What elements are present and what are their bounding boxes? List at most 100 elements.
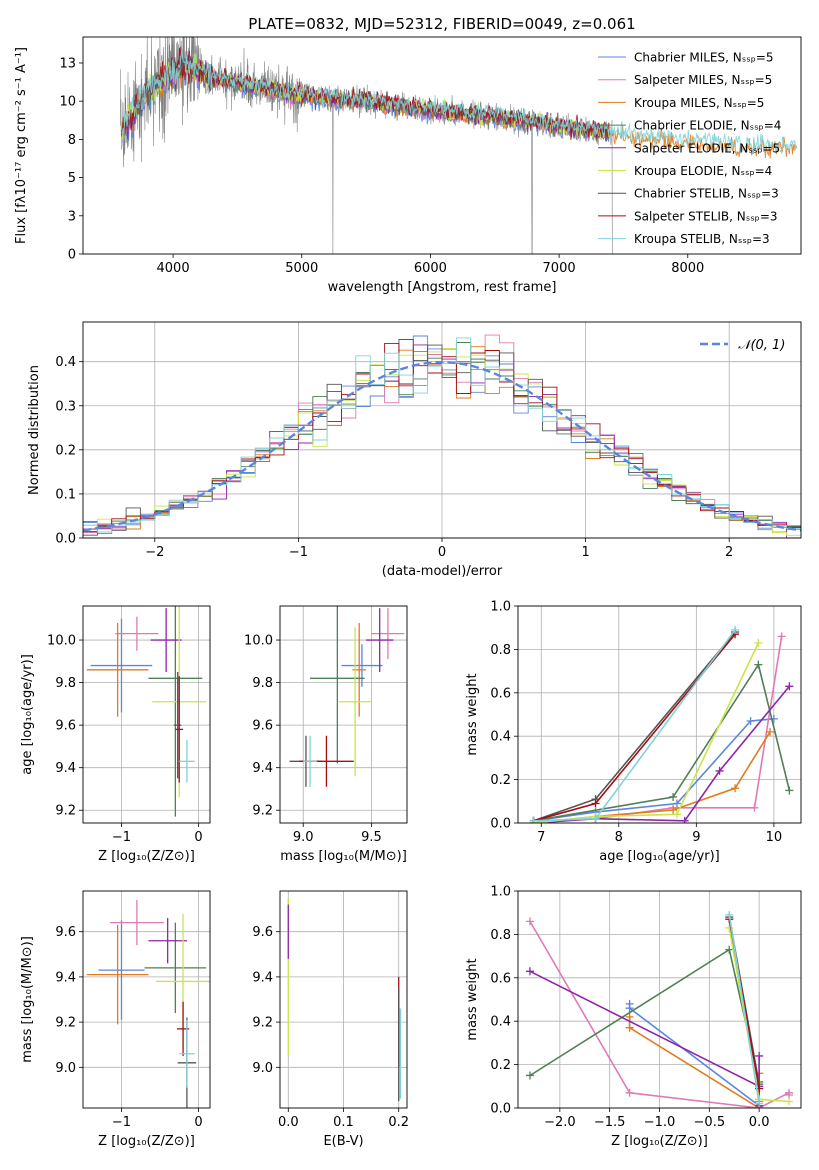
y-tick-label: 0.6 bbox=[490, 971, 511, 986]
legend-entry: 𝒩(0, 1) bbox=[738, 338, 785, 353]
y-tick-label: 5 bbox=[68, 171, 76, 186]
mass-weight-marker bbox=[591, 799, 600, 808]
y-tick-label: 0.1 bbox=[55, 487, 76, 502]
panel-spectrum: 4000 5000 6000 7000 8000 0 3 5 8 10 13 wavelength [… bbox=[14, 15, 802, 295]
y-tick-label: 0.2 bbox=[490, 1058, 511, 1073]
mass-weight-marker bbox=[754, 660, 763, 669]
y-tick-label: 8 bbox=[68, 133, 76, 148]
marks bbox=[86, 606, 207, 817]
x-axis-label: wavelength [Angstrom, rest frame] bbox=[328, 280, 557, 295]
y-tick-label: 9.2 bbox=[55, 804, 76, 819]
mass-weight-marker bbox=[625, 1004, 634, 1013]
y-tick-label: 0.0 bbox=[490, 817, 511, 832]
mass-weight-line bbox=[529, 970, 760, 1106]
x-tick-label: 0 bbox=[438, 545, 446, 560]
y-tick-label: 0.2 bbox=[55, 443, 76, 458]
mass-weight-line bbox=[533, 731, 771, 823]
x-axis-label: Z [log₁₀(Z/Z⊙)] bbox=[98, 849, 195, 864]
x-axis-label: mass [log₁₀(M/M⊙)] bbox=[280, 849, 407, 864]
observed-spectrum-line bbox=[120, 37, 613, 254]
x-tick-label: 9.0 bbox=[293, 830, 314, 845]
y-tick-label: 9.2 bbox=[252, 804, 273, 819]
y-tick-label: 9.4 bbox=[55, 761, 76, 776]
mass-weight-marker bbox=[715, 766, 724, 775]
legend-entry: Salpeter MILES, Nₛₛₚ=5 bbox=[634, 73, 772, 87]
y-tick-label: 0.2 bbox=[490, 773, 511, 788]
y-tick-label: 9.2 bbox=[252, 1016, 273, 1031]
mass-weight-line bbox=[529, 948, 760, 1083]
mass-weight-marker bbox=[529, 816, 538, 823]
y-axis-label: mass [log₁₀(M/M⊙)] bbox=[20, 936, 35, 1063]
legend-entry: Kroupa ELODIE, Nₛₛₚ=4 bbox=[634, 164, 772, 178]
x-tick-label: 8000 bbox=[671, 261, 704, 276]
marks bbox=[86, 900, 210, 1108]
mass-weight-marker bbox=[731, 625, 740, 634]
panel-residuals: −2 −1 0 1 2 0.0 0.1 0.2 0.3 0.4 (data-model)/error… bbox=[27, 321, 802, 579]
x-axis-label: (data-model)/error bbox=[382, 564, 503, 579]
chart-title: PLATE=0832, MJD=52312, FIBERID=0049, z=0… bbox=[248, 15, 635, 33]
y-tick-label: 0.8 bbox=[490, 928, 511, 943]
legend-entry: Kroupa STELIB, Nₛₛₚ=3 bbox=[634, 232, 770, 246]
marks bbox=[525, 910, 794, 1108]
mass-weight-marker bbox=[680, 816, 689, 823]
x-tick-label: 0.2 bbox=[388, 1115, 409, 1130]
x-axis-label: age [log₁₀(age/yr)] bbox=[599, 849, 720, 864]
legend-entry: Chabrier ELODIE, Nₛₛₚ=4 bbox=[634, 119, 781, 133]
legend: Chabrier MILES, Nₛₛₚ=5 Salpeter MILES, Nₛ… bbox=[598, 51, 781, 246]
mass-weight-marker bbox=[785, 682, 794, 691]
panel-age-vs-mass: 9.0 9.5 9.2 9.4 9.6 9.8 10.0 mass [log₁₀(M/M⊙)] bbox=[244, 605, 408, 864]
mass-weight-marker bbox=[525, 917, 534, 926]
x-tick-label: −0.5 bbox=[694, 1115, 726, 1130]
plot-area bbox=[280, 891, 407, 1108]
y-tick-label: 9.4 bbox=[252, 970, 273, 985]
mass-weight-line bbox=[628, 1003, 760, 1108]
y-tick-label: 9.2 bbox=[55, 1016, 76, 1031]
model-spectrum-line bbox=[121, 48, 798, 155]
plot-area bbox=[518, 605, 801, 824]
panel-age-vs-Z: −1 0 9.2 9.4 9.6 9.8 10.0 Z [log₁₀(Z/Z⊙)] age [l… bbox=[20, 605, 211, 864]
mass-weight-marker bbox=[625, 1088, 634, 1097]
axes-frame bbox=[517, 890, 802, 1109]
y-tick-label: 9.4 bbox=[252, 761, 273, 776]
marks bbox=[529, 625, 794, 823]
y-tick-label: 0.8 bbox=[490, 643, 511, 658]
axes-frame bbox=[517, 605, 802, 824]
y-axis-label: mass weight bbox=[465, 958, 480, 1040]
mass-weight-marker bbox=[746, 717, 755, 726]
mass-weight-marker bbox=[785, 786, 794, 795]
x-tick-label: 0 bbox=[194, 830, 202, 845]
marks bbox=[287, 897, 402, 1102]
y-tick-label: 9.8 bbox=[55, 676, 76, 691]
legend: 𝒩(0, 1) bbox=[700, 338, 785, 353]
x-tick-label: −1.0 bbox=[644, 1115, 676, 1130]
x-tick-label: 6000 bbox=[414, 261, 447, 276]
mass-weight-line bbox=[533, 642, 760, 823]
legend-entry: Chabrier MILES, Nₛₛₚ=5 bbox=[634, 51, 774, 65]
y-tick-label: 0.4 bbox=[55, 355, 76, 370]
x-tick-label: 5000 bbox=[285, 261, 318, 276]
legend-entry: Salpeter ELODIE, Nₛₛₚ=5 bbox=[634, 141, 780, 155]
y-tick-label: 0 bbox=[68, 248, 76, 263]
y-tick-label: 0.0 bbox=[55, 532, 76, 547]
x-tick-label: 1 bbox=[581, 545, 589, 560]
x-tick-label: 0.0 bbox=[278, 1115, 299, 1130]
mass-weight-marker bbox=[785, 1097, 794, 1106]
y-tick-label: 9.8 bbox=[252, 676, 273, 691]
mass-weight-marker bbox=[755, 1099, 764, 1108]
y-tick-label: 10 bbox=[59, 95, 76, 110]
axes-frame bbox=[82, 890, 211, 1109]
y-axis-label: Normed distribution bbox=[27, 365, 42, 495]
mass-weight-marker bbox=[777, 632, 786, 641]
y-tick-label: 9.0 bbox=[252, 1061, 273, 1076]
y-tick-label: 9.6 bbox=[252, 719, 273, 734]
panel-mass-weight-vs-age: 7 8 9 10 0.0 0.2 0.4 0.6 0.8 1.0 age [log₁₀(age/yr… bbox=[465, 600, 802, 864]
mass-weight-line bbox=[533, 662, 791, 822]
mass-weight-line bbox=[533, 636, 783, 823]
mass-weight-marker bbox=[672, 799, 681, 808]
marks bbox=[83, 334, 801, 538]
mass-weight-marker bbox=[672, 810, 681, 819]
y-tick-label: 3 bbox=[68, 209, 76, 224]
plot-area bbox=[83, 606, 210, 823]
y-tick-label: 9.4 bbox=[55, 970, 76, 985]
